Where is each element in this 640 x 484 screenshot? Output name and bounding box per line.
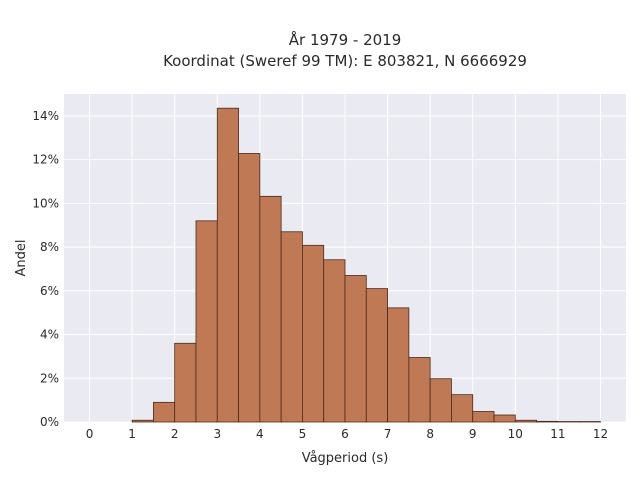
histogram-bar: [409, 357, 430, 422]
y-tick-label: 8%: [40, 240, 59, 254]
y-axis-label: Andel: [14, 240, 29, 277]
histogram-bar: [153, 402, 174, 422]
x-tick-label: 2: [171, 427, 179, 441]
y-tick-label: 6%: [40, 284, 59, 298]
histogram-bar: [388, 308, 409, 422]
chart-title-line1: År 1979 - 2019: [289, 30, 402, 49]
histogram-bar: [451, 395, 472, 422]
histogram-bar: [239, 153, 260, 422]
x-tick-label: 11: [550, 427, 565, 441]
x-tick-label: 8: [426, 427, 434, 441]
histogram-bar: [473, 412, 494, 422]
x-tick-label: 7: [384, 427, 392, 441]
chart-title-line2: Koordinat (Sweref 99 TM): E 803821, N 66…: [163, 52, 527, 70]
x-tick-label: 10: [508, 427, 523, 441]
histogram-bar: [260, 196, 281, 422]
x-tick-label: 6: [341, 427, 349, 441]
x-tick-label: 3: [213, 427, 221, 441]
x-tick-label: 9: [469, 427, 477, 441]
x-tick-label: 4: [256, 427, 264, 441]
histogram-bar: [175, 343, 196, 422]
histogram-bar: [217, 108, 238, 422]
histogram-bar: [281, 232, 302, 422]
y-axis-ticks: 0% 2% 4% 6% 8% 10% 12% 14%: [32, 109, 59, 429]
y-tick-label: 2%: [40, 371, 59, 385]
y-tick-label: 0%: [40, 415, 59, 429]
histogram-bar: [366, 289, 387, 422]
x-tick-label: 12: [593, 427, 608, 441]
x-axis-label: Vågperiod (s): [302, 451, 389, 466]
histogram-bar: [345, 275, 366, 422]
histogram-bar: [515, 420, 536, 422]
histogram-bar: [494, 415, 515, 422]
y-tick-label: 14%: [32, 109, 59, 123]
histogram-bar: [196, 221, 217, 422]
x-tick-label: 0: [86, 427, 94, 441]
histogram-bar: [132, 420, 153, 422]
x-tick-label: 1: [128, 427, 136, 441]
histogram-bar: [430, 379, 451, 422]
histogram-bar: [537, 421, 558, 422]
histogram-bar: [302, 245, 323, 422]
y-tick-label: 12%: [32, 153, 59, 167]
y-tick-label: 4%: [40, 328, 59, 342]
y-tick-label: 10%: [32, 196, 59, 210]
x-tick-label: 5: [299, 427, 307, 441]
histogram-bar: [324, 260, 345, 422]
